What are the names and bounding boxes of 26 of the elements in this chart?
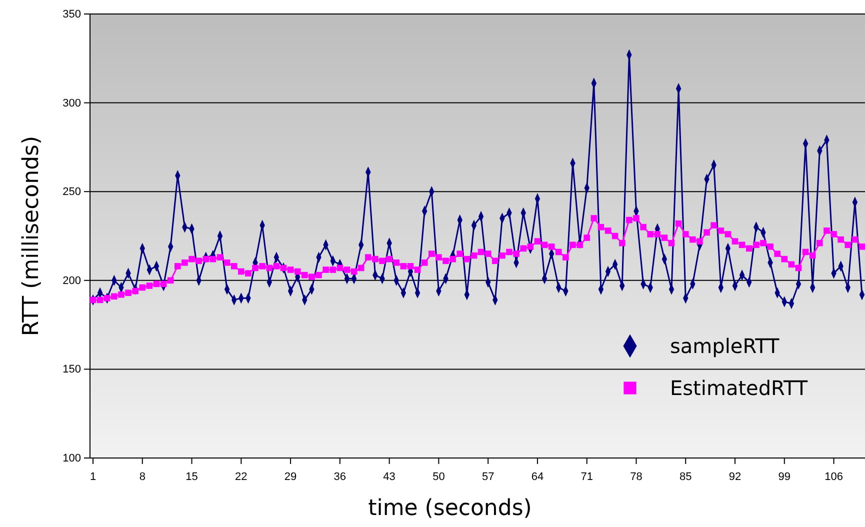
y-tick-label: 300 [62, 97, 81, 110]
x-tick-label: 50 [432, 471, 445, 484]
legend-label: EstimatedRTT [670, 376, 808, 400]
x-tick-label: 8 [139, 471, 146, 484]
x-tick-label: 22 [235, 471, 248, 484]
y-tick-label: 150 [62, 364, 81, 376]
x-tick-label: 15 [186, 471, 198, 484]
x-tick-label: 92 [728, 471, 742, 484]
x-tick-label: 106 [824, 471, 843, 484]
x-tick-label: 29 [284, 471, 297, 484]
x-axis-title: time (seconds) [368, 496, 532, 521]
x-tick-label: 78 [630, 471, 642, 484]
x-tick-label: 43 [383, 471, 396, 484]
x-tick-label: 71 [580, 471, 593, 484]
x-tick-label: 64 [531, 471, 544, 484]
x-tick-label: 99 [778, 471, 791, 484]
legend-label: sampleRTT [670, 334, 780, 358]
y-tick-label: 350 [62, 8, 81, 21]
y-axis-title: RTT (milliseconds) [19, 136, 44, 336]
x-tick-label: 36 [334, 471, 346, 484]
y-tick-label: 200 [62, 274, 81, 287]
y-tick-label: 100 [62, 452, 81, 465]
x-tick-label: 1 [90, 471, 96, 484]
x-tick-label: 57 [482, 471, 494, 484]
x-tick-label: 85 [680, 471, 692, 484]
y-tick-label: 250 [62, 186, 81, 198]
